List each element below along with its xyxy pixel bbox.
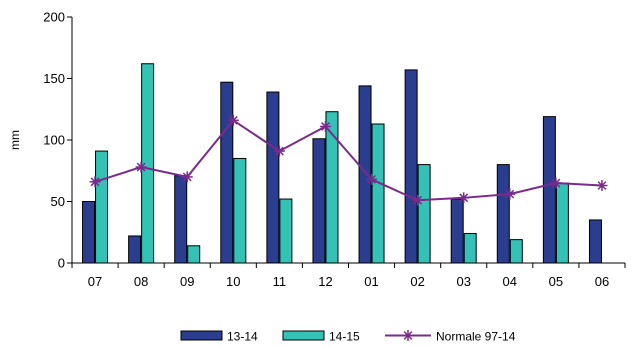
- x-tick-label: 09: [180, 274, 194, 289]
- bar-13-14-09: [174, 175, 188, 264]
- x-tick-label: 12: [318, 274, 332, 289]
- y-tick-label: 200: [43, 10, 65, 25]
- bar-13-14-02: [404, 69, 418, 264]
- line-point-07: [89, 176, 101, 188]
- line-point-09: [181, 171, 193, 183]
- line-point-10: [227, 114, 239, 126]
- line-point-05: [550, 177, 562, 189]
- x-tick-label: 10: [226, 274, 240, 289]
- x-axis-ticks: 07 08 09 10 11 12 01 02 03 04 05 06: [71, 263, 626, 289]
- bar-13-14-10: [220, 81, 234, 264]
- line-point-02: [412, 194, 424, 206]
- y-axis-ticks: 0 50 100 150 200: [43, 10, 72, 271]
- x-tick-label: 06: [595, 274, 609, 289]
- x-tick-label: 04: [503, 274, 517, 289]
- line-normale: [94, 118, 603, 202]
- x-tick-label: 08: [134, 274, 148, 289]
- x-tick-label: 03: [456, 274, 470, 289]
- legend-label: Normale 97-14: [436, 330, 516, 344]
- legend: 13-14 14-15 Normale 97-14: [180, 330, 516, 344]
- bar-14-15-03: [463, 232, 477, 264]
- bar-14-15-01: [371, 123, 385, 264]
- bar-14-15-11: [279, 198, 293, 264]
- legend-item-14-15: 14-15: [282, 330, 360, 344]
- bar-14-15-02: [417, 164, 431, 264]
- axes: [71, 17, 625, 264]
- legend-swatch: [282, 330, 325, 341]
- bar-14-15-09: [187, 245, 201, 264]
- legend-marker: [402, 330, 414, 341]
- legend-item-normale-97-14: Normale 97-14: [385, 330, 516, 344]
- bar-13-14-05: [542, 116, 556, 264]
- line-point-01: [366, 173, 378, 185]
- line-point-08: [135, 161, 147, 173]
- bar-13-14-06: [588, 219, 602, 264]
- line-point-06: [596, 180, 608, 192]
- y-axis-title: mm: [8, 130, 22, 150]
- y-tick-label: 100: [43, 133, 65, 148]
- x-tick-label: 01: [364, 274, 378, 289]
- bar-13-14-01: [358, 85, 372, 264]
- bar-14-15-07: [95, 150, 109, 264]
- bar-14-15-04: [509, 239, 523, 264]
- y-tick-label: 150: [43, 71, 65, 86]
- line-point-11: [273, 145, 285, 157]
- bar-13-14-08: [128, 235, 142, 264]
- bar-13-14-07: [82, 201, 96, 264]
- legend-label: 13-14: [227, 330, 258, 344]
- bars: [82, 63, 602, 264]
- bar-13-14-11: [266, 91, 280, 264]
- line-point-03: [458, 192, 470, 204]
- x-tick-label: 07: [88, 274, 102, 289]
- normal-line: [89, 114, 608, 206]
- x-tick-label: 05: [549, 274, 563, 289]
- legend-swatch: [180, 330, 223, 341]
- line-point-04: [504, 188, 516, 200]
- bar-13-14-12: [312, 138, 326, 264]
- line-point-12: [319, 120, 331, 132]
- x-tick-label: 11: [273, 274, 287, 289]
- legend-item-13-14: 13-14: [180, 330, 258, 344]
- bar-14-15-08: [141, 63, 155, 264]
- legend-label: 14-15: [329, 330, 360, 344]
- bar-14-15-05: [555, 182, 569, 264]
- x-tick-label: 02: [410, 274, 424, 289]
- y-tick-label: 0: [58, 256, 65, 271]
- bar-13-14-04: [496, 164, 510, 264]
- bar-14-15-10: [233, 157, 247, 264]
- y-tick-label: 50: [51, 194, 65, 209]
- bar-13-14-03: [450, 198, 464, 264]
